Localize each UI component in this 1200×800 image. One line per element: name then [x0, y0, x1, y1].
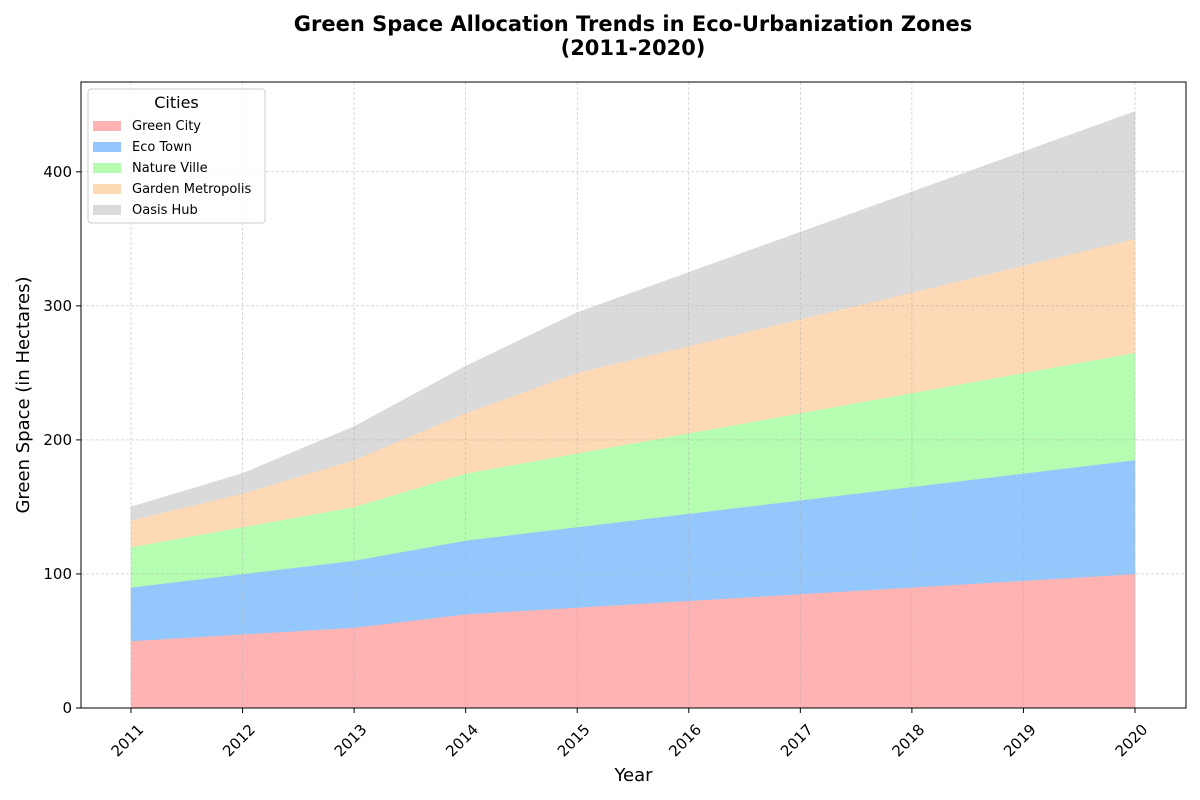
legend-swatch [93, 184, 121, 194]
x-tick-label: 2015 [554, 721, 594, 761]
legend: Cities Green City Eco Town Nature Ville Gar… [87, 88, 266, 224]
x-tick-label: 2016 [665, 721, 705, 761]
x-tick-label: 2013 [331, 721, 371, 761]
x-tick-label: 2011 [108, 721, 148, 761]
y-tick-label: 200 [43, 431, 72, 449]
legend-label: Nature Ville [132, 161, 208, 176]
y-axis-ticks: 0 100 200 300 400 [43, 163, 81, 717]
x-tick-label: 2020 [1112, 721, 1152, 761]
legend-swatch [93, 205, 121, 215]
x-tick-label: 2014 [442, 721, 482, 761]
legend-swatch [93, 142, 121, 152]
legend-label: Garden Metropolis [132, 182, 252, 197]
legend-item: Eco Town [93, 140, 192, 155]
legend-label: Green City [132, 119, 201, 134]
y-tick-label: 400 [43, 163, 72, 181]
x-tick-label: 2019 [1000, 721, 1040, 761]
legend-swatch [93, 163, 121, 173]
legend-item: Garden Metropolis [93, 182, 252, 197]
legend-item: Nature Ville [93, 161, 208, 176]
chart-title-line-2: (2011-2020) [561, 36, 706, 60]
chart-title-line-1: Green Space Allocation Trends in Eco-Urb… [294, 12, 973, 36]
series-areas [130, 111, 1136, 709]
legend-box [87, 88, 266, 224]
y-tick-label: 100 [43, 565, 72, 583]
legend-title: Cities [154, 93, 199, 112]
legend-item: Green City [93, 119, 201, 134]
x-axis-title: Year [613, 765, 653, 786]
x-tick-label: 2012 [219, 721, 259, 761]
x-tick-label: 2017 [777, 721, 817, 761]
legend-swatch [93, 121, 121, 131]
plot-frame [80, 81, 1187, 709]
legend-label: Eco Town [132, 140, 192, 155]
y-tick-label: 0 [62, 699, 72, 717]
y-axis-title: Green Space (in Hectares) [13, 276, 34, 513]
x-axis-ticks: 2011 2012 2013 2014 2015 2016 2017 2018 2019 2020 [108, 708, 1152, 761]
chart-title: Green Space Allocation Trends in Eco-Urb… [294, 12, 973, 60]
legend-item: Oasis Hub [93, 203, 198, 218]
y-tick-label: 300 [43, 297, 72, 315]
legend-items: Green City Eco Town Nature Ville Garden Met… [93, 119, 252, 218]
legend-label: Oasis Hub [132, 203, 198, 218]
x-tick-label: 2018 [888, 721, 928, 761]
